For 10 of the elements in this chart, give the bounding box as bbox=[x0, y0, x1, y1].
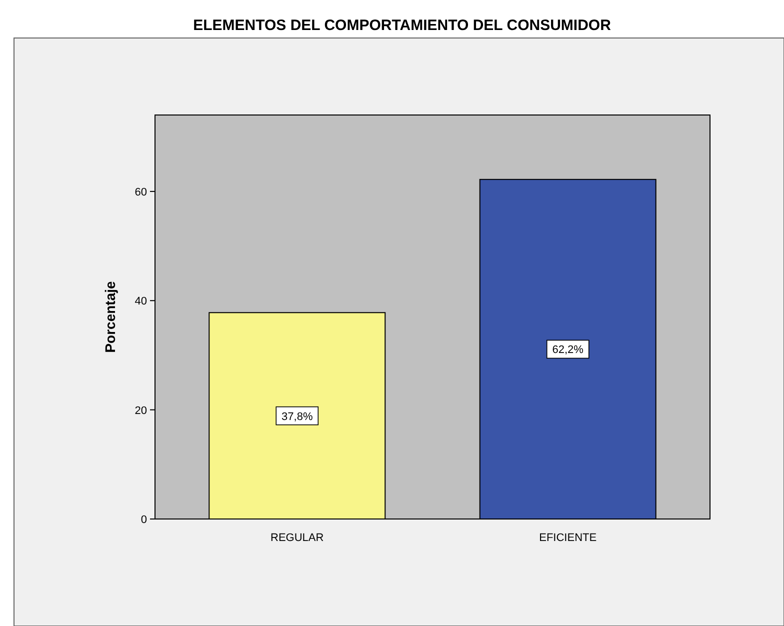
x-tick-label: EFICIENTE bbox=[539, 532, 597, 544]
data-label: 37,8% bbox=[282, 410, 313, 423]
y-tick-label: 40 bbox=[134, 296, 147, 308]
data-label: 62,2% bbox=[552, 344, 584, 356]
x-tick-label: REGULAR bbox=[270, 532, 324, 544]
y-tick-label: 60 bbox=[134, 186, 147, 198]
y-axis-title: Porcentaje bbox=[102, 280, 118, 353]
chart-title: ELEMENTOS DEL COMPORTAMIENTO DEL CONSUMIDOR bbox=[193, 17, 612, 34]
y-tick-label: 20 bbox=[134, 404, 147, 417]
y-tick-label: 0 bbox=[140, 514, 147, 526]
